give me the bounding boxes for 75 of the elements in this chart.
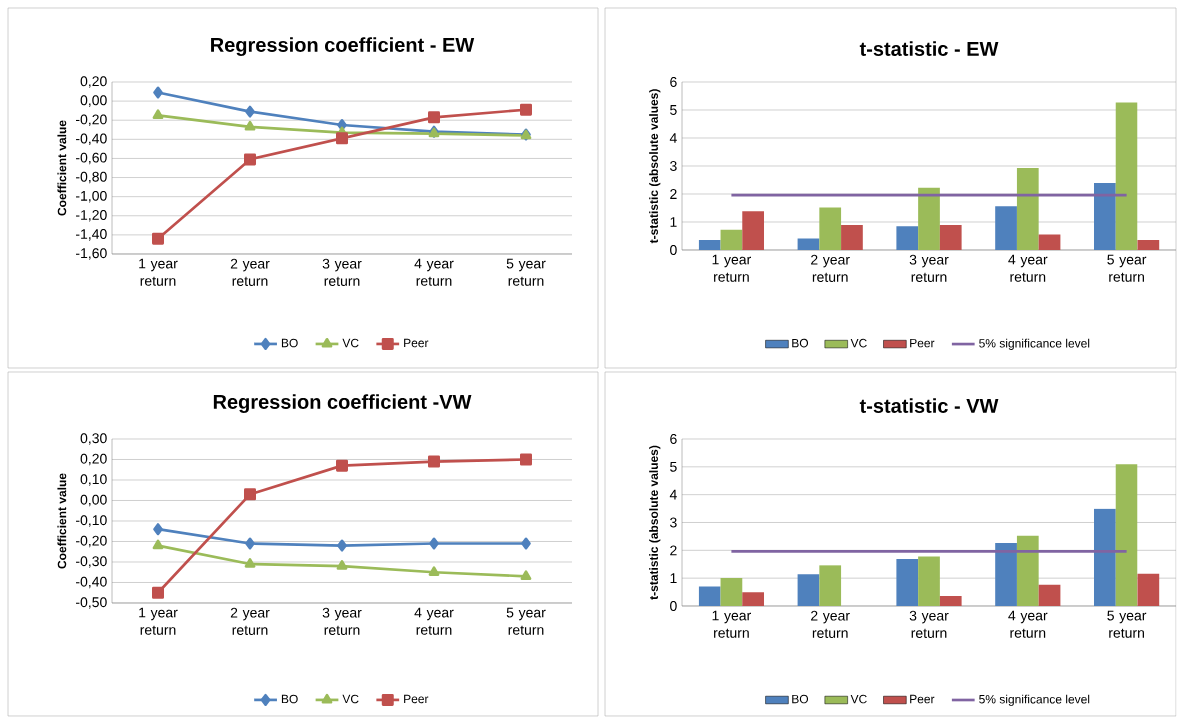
y-axis-title: Coefficient value [57, 473, 67, 569]
y-axis-title: Coefficient value [57, 120, 67, 216]
y-tick-label: -0,20 [76, 535, 107, 548]
x-tick-label: 1 year return [712, 254, 752, 282]
legend-label: BO [281, 694, 298, 704]
legend-label: VC [342, 694, 359, 704]
legend-label: Peer [910, 694, 935, 704]
x-tick-label: 2 year return [230, 258, 270, 286]
x-tick-label: 5 year return [506, 258, 546, 286]
y-tick-label: 0 [670, 601, 677, 611]
y-tick-label: 0,10 [80, 474, 107, 486]
y-tick-label: 5 [670, 461, 677, 472]
y-tick-label: 3 [670, 517, 677, 528]
legend-label: BO [792, 338, 809, 348]
y-tick-label: -0,50 [76, 597, 107, 609]
legend-label: Peer [404, 694, 429, 704]
y-tick-label: 2 [670, 545, 677, 556]
y-tick-label: 0,00 [80, 95, 107, 107]
y-tick-label: 4 [669, 489, 677, 500]
x-tick-label: 3 year return [322, 607, 362, 635]
y-tick-label: -0,80 [76, 171, 107, 184]
y-tick-label: -1,60 [76, 248, 107, 260]
legend-label: Peer [910, 338, 935, 348]
y-tick-label: -0,40 [76, 576, 107, 589]
x-tick-label: 3 year return [909, 610, 949, 638]
y-tick-label: 6 [670, 77, 677, 87]
x-tick-label: 1 year return [139, 607, 178, 635]
legend-label: 5% significance level [979, 338, 1090, 350]
y-tick-label: 3 [670, 161, 677, 171]
y-tick-label: 0,30 [80, 433, 107, 445]
x-tick-label: 5 year return [1107, 254, 1147, 282]
x-tick-label: 4 year return [414, 607, 454, 635]
x-tick-label: 1 year return [712, 610, 752, 638]
x-tick-label: 2 year return [811, 610, 850, 638]
y-tick-label: 1 [670, 217, 677, 227]
y-tick-label: 0,20 [80, 453, 107, 466]
y-tick-label: 0 [670, 245, 677, 255]
legend-label: 5% significance level [979, 694, 1090, 706]
legend-label: VC [850, 694, 867, 704]
y-tick-label: -1,40 [76, 229, 107, 241]
y-tick-label: -1,20 [76, 209, 107, 222]
chart-title: t-statistic - EW [859, 41, 999, 56]
legend-label: VC [850, 338, 867, 348]
y-tick-label: 5 [670, 105, 677, 115]
legend-label: VC [342, 338, 359, 348]
y-axis-title: t-statistic (absolute values) [649, 89, 661, 244]
x-tick-label: 2 year return [230, 607, 270, 635]
x-tick-label: 2 year return [811, 254, 850, 282]
y-tick-label: -0,10 [76, 515, 107, 527]
y-tick-label: 1 [670, 573, 677, 583]
y-tick-label: -1,00 [76, 190, 107, 203]
y-tick-label: 2 [670, 189, 677, 199]
y-tick-label: 0,00 [80, 494, 107, 507]
legend-label: Peer [404, 338, 429, 348]
x-tick-label: 5 year return [506, 607, 546, 635]
chart-title: Regression coefficient - EW [211, 37, 475, 56]
y-tick-label: 6 [670, 434, 677, 444]
y-tick-label: -0,60 [76, 152, 107, 165]
y-tick-label: -0,30 [76, 556, 107, 568]
x-tick-label: 4 year return [414, 258, 454, 286]
y-tick-label: 4 [669, 133, 677, 143]
x-tick-label: 3 year return [322, 258, 362, 286]
x-tick-label: 4 year return [1008, 610, 1048, 638]
x-tick-label: 5 year return [1107, 610, 1147, 638]
y-tick-label: -0,20 [76, 114, 107, 126]
chart-title: Regression coefficient -VW [213, 394, 472, 413]
y-tick-label: 0,20 [80, 76, 107, 88]
y-tick-label: -0,40 [76, 133, 107, 146]
x-tick-label: 4 year return [1008, 254, 1048, 282]
x-tick-label: 3 year return [909, 254, 949, 282]
y-axis-title: t-statistic (absolute values) [649, 445, 661, 600]
x-tick-label: 1 year return [139, 258, 178, 286]
legend-label: BO [281, 338, 298, 348]
legend-label: BO [792, 694, 809, 704]
chart-title: t-statistic - VW [859, 398, 999, 413]
